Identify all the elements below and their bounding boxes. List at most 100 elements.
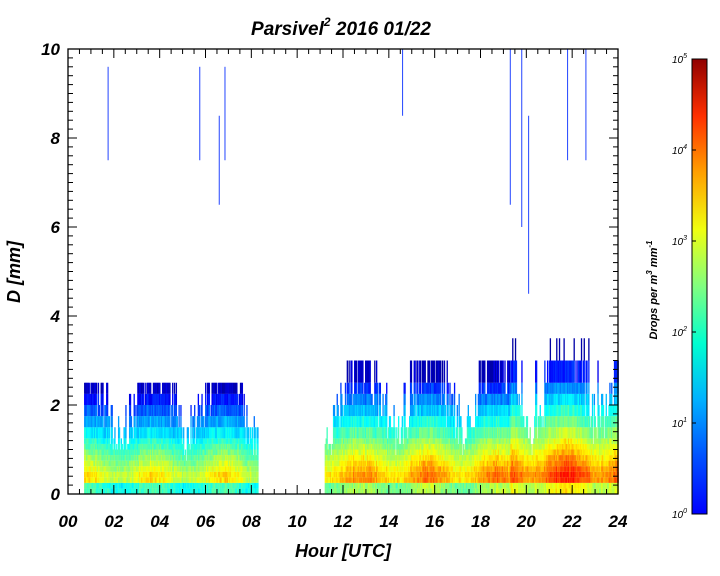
heatmap-cell	[194, 427, 196, 439]
heatmap-cell	[446, 443, 448, 450]
heatmap-cell	[396, 438, 398, 444]
heatmap-cell	[245, 460, 247, 467]
heatmap-cell	[140, 471, 143, 478]
heatmap-cell	[143, 438, 145, 444]
heatmap-cell	[151, 477, 154, 483]
heatmap-cell	[87, 466, 90, 472]
heatmap-cell	[153, 443, 156, 450]
heatmap-cell	[369, 443, 371, 450]
heatmap-cell	[470, 477, 472, 483]
heatmap-cell	[374, 382, 376, 394]
heatmap-cell	[236, 427, 238, 439]
heatmap-cell	[163, 488, 166, 494]
heatmap-cell	[417, 460, 419, 467]
heatmap-cell	[194, 488, 197, 494]
heatmap-cell	[135, 482, 137, 489]
heatmap-cell	[163, 471, 166, 478]
heatmap-cell	[414, 477, 416, 483]
heatmap-cell	[403, 427, 405, 439]
heatmap-cell	[377, 449, 380, 456]
heatmap-cell	[468, 443, 470, 450]
heatmap-cell	[492, 466, 494, 472]
heatmap-cell	[364, 427, 366, 439]
heatmap-cell	[216, 471, 219, 478]
heatmap-cell	[160, 393, 162, 406]
heatmap-cell	[341, 427, 343, 439]
heatmap-cell	[473, 449, 475, 456]
heatmap-cell	[404, 416, 406, 428]
heatmap-cell	[470, 471, 472, 478]
heatmap-cell	[155, 488, 157, 494]
heatmap-cell	[387, 477, 389, 483]
heatmap-cell	[366, 393, 369, 406]
heatmap-cell	[144, 416, 146, 428]
heatmap-cell	[365, 438, 368, 444]
heatmap-cell	[334, 471, 337, 478]
heatmap-cell	[250, 443, 253, 450]
heatmap-cell	[194, 471, 197, 478]
heatmap-cell	[464, 466, 467, 472]
heatmap-cell	[257, 471, 259, 478]
heatmap-cell	[368, 416, 370, 428]
heatmap-cell	[400, 460, 403, 467]
heatmap-cell	[134, 471, 136, 478]
heatmap-cell	[107, 438, 110, 444]
heatmap-cell	[343, 466, 346, 472]
heatmap-cell	[381, 427, 383, 439]
heatmap-cell	[163, 438, 166, 444]
heatmap-cell	[206, 482, 209, 489]
heatmap-cell	[235, 488, 237, 494]
heatmap-cell	[189, 460, 191, 467]
heatmap-cell	[221, 460, 223, 467]
heatmap-cell	[209, 488, 211, 494]
heatmap-cell	[209, 455, 211, 461]
heatmap-cell	[107, 416, 110, 428]
heatmap-cell	[90, 427, 92, 439]
heatmap-cell	[167, 427, 169, 439]
heatmap-cell	[485, 460, 487, 467]
heatmap-cell	[194, 438, 196, 444]
heatmap-cell	[97, 471, 100, 478]
heatmap-cell	[469, 482, 471, 489]
heatmap-cell	[387, 427, 390, 439]
heatmap-cell	[94, 393, 96, 406]
heatmap-cell	[140, 416, 143, 428]
heatmap-cell	[91, 477, 93, 483]
heatmap-cell	[238, 438, 240, 444]
heatmap-cell	[91, 449, 93, 456]
heatmap-cell	[88, 393, 90, 406]
heatmap-cell	[156, 482, 158, 489]
heatmap-cell	[84, 443, 86, 450]
heatmap-cell	[225, 482, 227, 489]
heatmap-cell	[445, 449, 447, 456]
heatmap-cell	[441, 471, 443, 478]
heatmap-cell	[433, 393, 436, 406]
heatmap-cell	[140, 393, 143, 406]
heatmap-cell	[413, 382, 415, 394]
heatmap-cell	[170, 455, 172, 461]
heatmap-cell	[127, 471, 129, 478]
heatmap-cell	[399, 471, 402, 478]
heatmap-cell	[105, 477, 107, 483]
heatmap-cell	[187, 477, 189, 483]
heatmap-cell	[471, 477, 473, 483]
heatmap-cell	[361, 482, 363, 489]
heatmap-cell	[102, 427, 104, 439]
heatmap-cell	[404, 382, 406, 394]
heatmap-cell	[431, 460, 433, 467]
heatmap-cell	[238, 471, 240, 478]
heatmap-cell	[184, 471, 187, 478]
heatmap-cell	[172, 455, 174, 461]
heatmap-cell	[101, 482, 103, 489]
heatmap-cell	[229, 477, 232, 483]
heatmap-cell	[477, 427, 480, 439]
heatmap-cell	[346, 443, 348, 450]
heatmap-cell	[349, 449, 351, 456]
heatmap-cell	[164, 460, 167, 467]
heatmap-cell	[224, 393, 226, 406]
heatmap-cell	[476, 488, 479, 494]
heatmap-cell	[238, 466, 240, 472]
heatmap-cell	[166, 477, 168, 483]
heatmap-cell	[486, 455, 488, 461]
heatmap-cell	[204, 438, 206, 444]
